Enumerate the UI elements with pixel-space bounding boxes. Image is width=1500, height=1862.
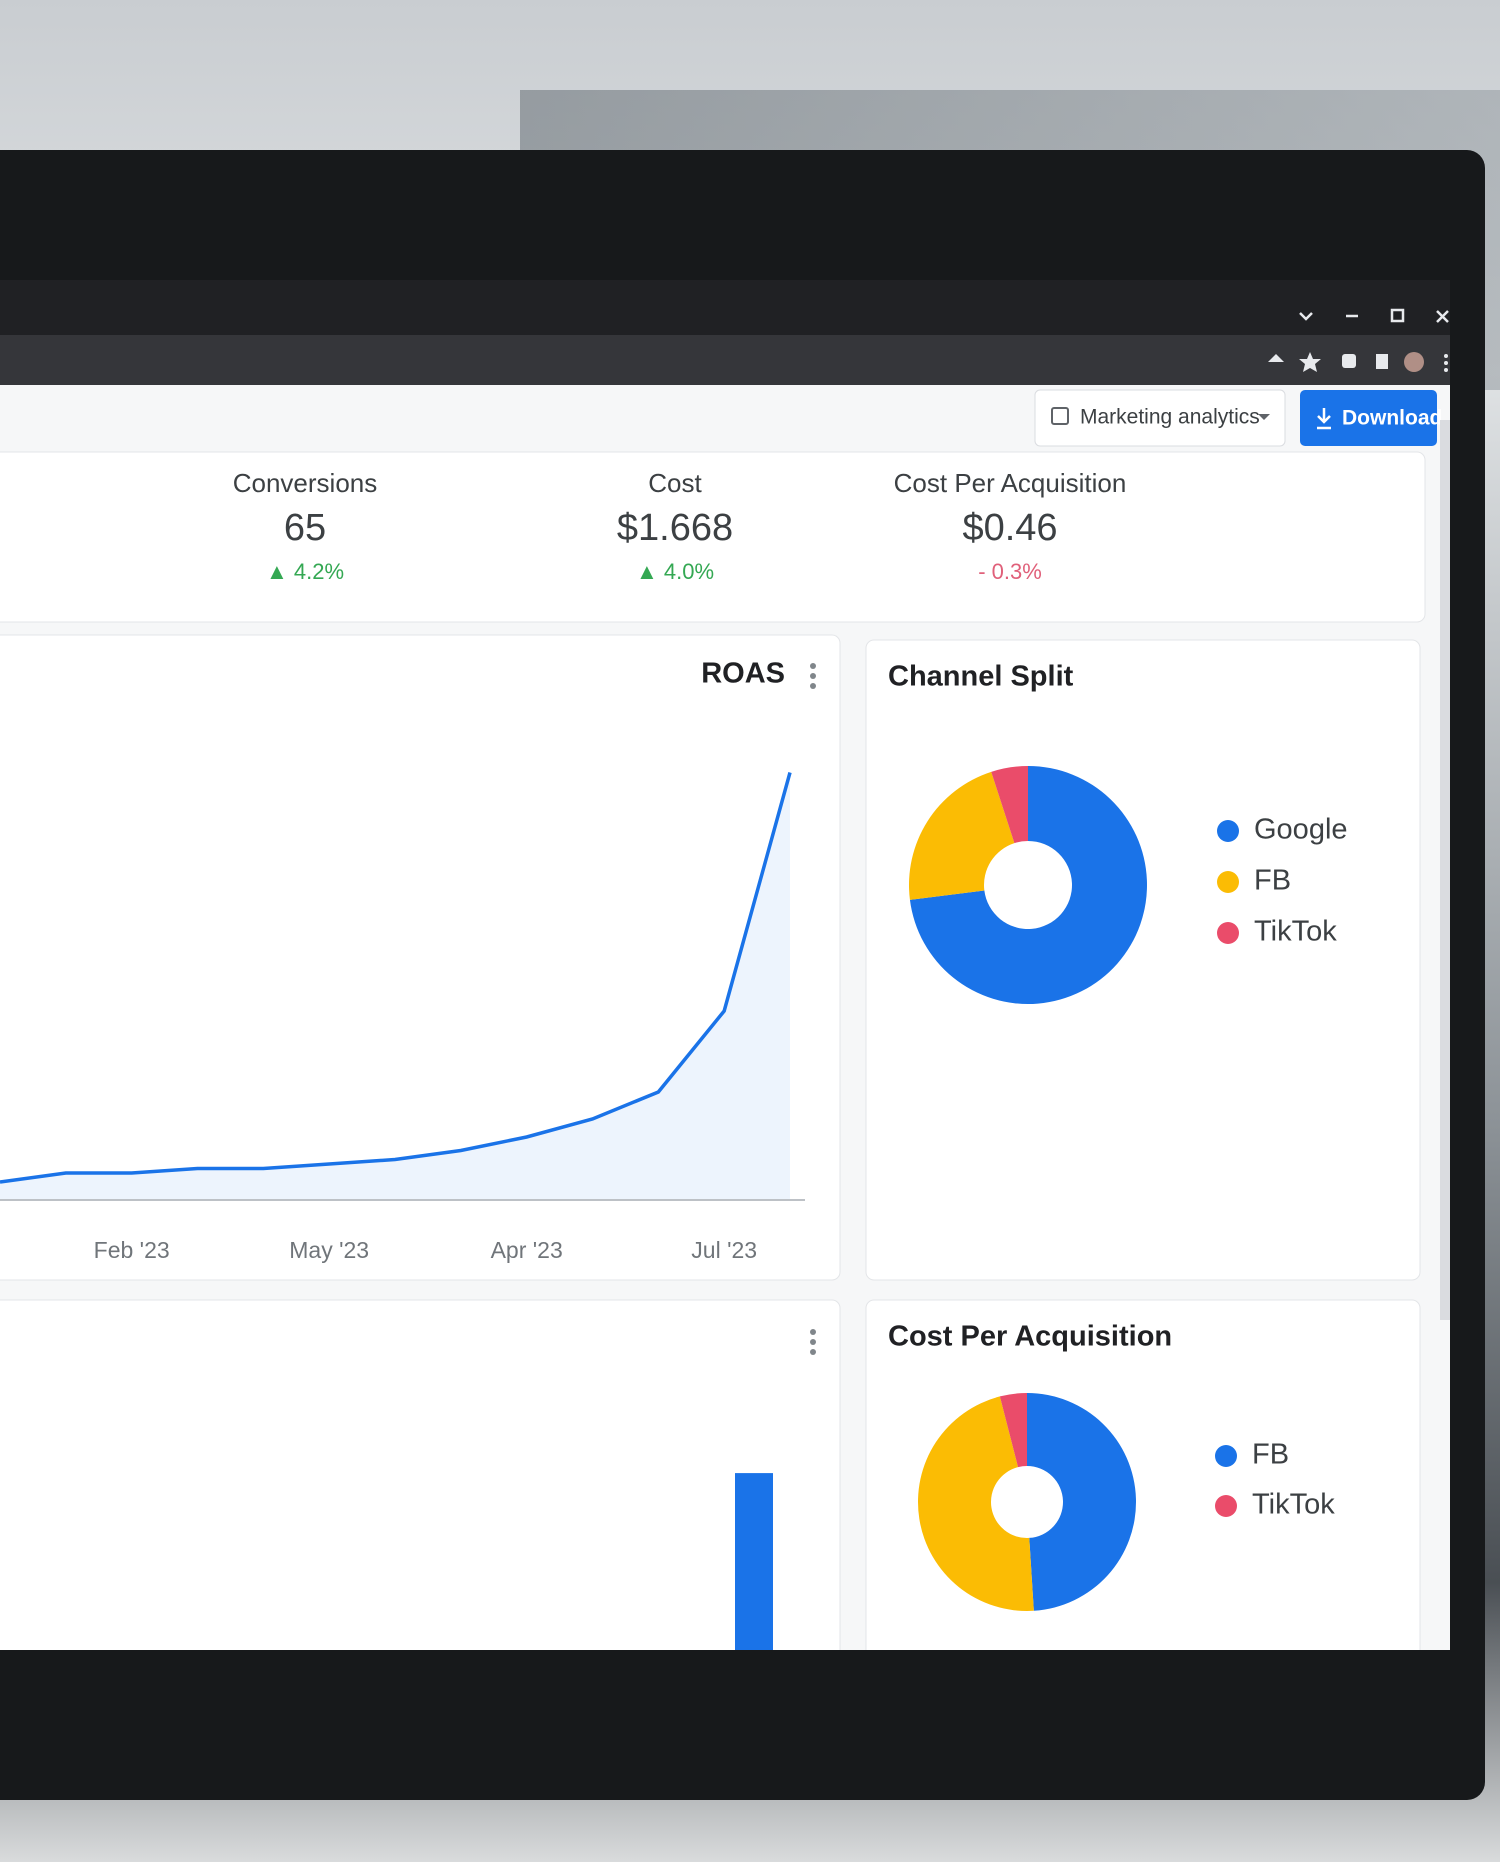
bar-card (0, 1299, 841, 1650)
download-bg[interactable] (1300, 390, 1437, 446)
x-tick-label: Apr '23 (491, 1237, 563, 1263)
legend-label: FB (1254, 865, 1291, 897)
x-tick-label: Jul '23 (691, 1237, 757, 1263)
toolbar-icons (1268, 352, 1448, 372)
kebab-dot[interactable] (810, 683, 816, 689)
pie-slice (909, 766, 1148, 1005)
line (0, 772, 792, 1184)
pie-slice (918, 1396, 1034, 1611)
kebab-dot[interactable] (810, 673, 816, 679)
legend-label: FB (1252, 1439, 1289, 1471)
x-tick-label: Feb '23 (94, 1237, 170, 1263)
kpi-label: Conversions (233, 468, 378, 498)
kpi-value: $0.46 (962, 507, 1057, 549)
pie-slice (999, 1393, 1027, 1468)
legend-swatch (1215, 1445, 1237, 1467)
share-icon[interactable] (1268, 354, 1284, 362)
legend-swatch (1217, 922, 1239, 944)
legend-swatch (1217, 820, 1239, 842)
legend-swatch (1215, 1495, 1237, 1517)
download-icon (1317, 408, 1331, 430)
restore[interactable] (1390, 308, 1405, 323)
scrollbar[interactable] (1440, 420, 1450, 1320)
bar (735, 1473, 773, 1650)
kpi-label: Cost (648, 468, 702, 498)
download-label[interactable]: Download (1342, 407, 1442, 430)
area (0, 772, 790, 1200)
kpi-label: Cost Per Acquisition (894, 468, 1127, 498)
chart-title: Cost Per Acquisition (888, 1321, 1172, 1353)
sidebar-icon[interactable] (1376, 354, 1388, 369)
screen: Marketing analytics Download Conversions… (0, 280, 1450, 1650)
kpi-value: 65 (284, 507, 326, 549)
chart-title: Channel Split (888, 661, 1074, 693)
chart-title: ROAS (701, 658, 785, 690)
star-icon[interactable] (1299, 352, 1321, 372)
legend-label: TikTok (1252, 1489, 1335, 1521)
legend-swatch (1217, 871, 1239, 893)
pie-slice (909, 771, 1015, 900)
download-button[interactable]: Download (1300, 390, 1442, 446)
tab-bar (0, 280, 1450, 335)
legend-label: TikTok (1254, 916, 1337, 948)
dropdown-caret (1258, 414, 1270, 420)
dropdown-box[interactable] (1034, 389, 1286, 447)
kpi-change: ▲ 4.2% (266, 559, 344, 584)
x-tick-label: May '23 (289, 1237, 369, 1263)
kpi-value: $1.668 (617, 507, 733, 549)
kebab-dot[interactable] (810, 1329, 816, 1335)
close[interactable] (1436, 310, 1449, 323)
window-menu[interactable] (1299, 312, 1313, 321)
kebab-dot[interactable] (810, 1349, 816, 1355)
kebab-dot[interactable] (810, 1339, 816, 1345)
menu-dot[interactable] (1444, 368, 1448, 372)
legend-label: Google (1254, 814, 1348, 846)
pie-slice (1027, 1393, 1136, 1611)
card-menus (810, 663, 816, 1355)
dropdown-label[interactable]: Marketing analytics (1080, 406, 1260, 429)
window-controls (1299, 308, 1449, 323)
kpi-change: - 0.3% (978, 559, 1042, 584)
menu-dropdown[interactable]: Marketing analytics (1034, 389, 1286, 447)
kpi-change: ▲ 4.0% (636, 559, 714, 584)
roas-card (0, 634, 841, 1281)
pie-slice (991, 766, 1028, 844)
calendar-icon (1051, 407, 1069, 425)
toolbar (0, 335, 1450, 385)
menu-dot[interactable] (1444, 361, 1448, 365)
kpi-card (0, 451, 1426, 623)
extensions-icon[interactable] (1342, 354, 1356, 368)
menu-dot[interactable] (1444, 354, 1448, 358)
kebab-dot[interactable] (810, 663, 816, 669)
profile-avatar[interactable] (1404, 352, 1424, 372)
